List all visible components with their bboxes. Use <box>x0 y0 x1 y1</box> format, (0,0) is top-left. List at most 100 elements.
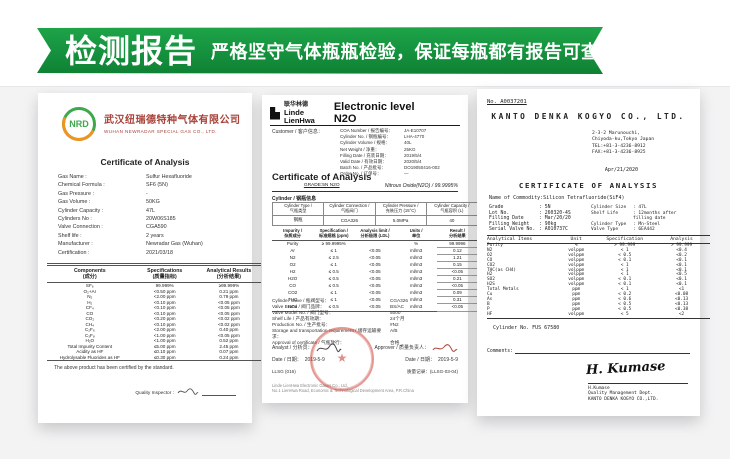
cylinder-table-body: 钢瓶 CGA326 5.0MPa 40 <box>271 214 479 226</box>
field-text: JA-E10707 <box>404 128 427 133</box>
column-header: Cylinder Capacity / 气瓶容积 (L) <box>425 202 479 216</box>
table-cell: < 0.6 <box>618 296 632 302</box>
field-text: Order No. / 订单号： <box>340 171 382 177</box>
field-text: Gas Volume : <box>58 199 91 206</box>
table-cell: <0.4 <box>676 247 687 253</box>
brand-name-cn: 联华林德 <box>284 101 309 108</box>
field-text: Grade <box>489 205 504 210</box>
signature-block: H.Kumase Quality Management Dept. KANTO … <box>588 383 688 402</box>
table-row: CF₄ <0.10 ppm <0.05 ppm <box>47 305 261 311</box>
table-cell: ppm <box>572 306 581 312</box>
table-row: Ar ≤ 1 <0.05 ml/m3 0.12 <box>272 247 478 255</box>
table-cell: ≤ 0.5 <box>328 283 339 289</box>
field-text: Sulfur Hexafluoride <box>146 174 192 180</box>
approver-date: 2019-5-9 <box>437 357 458 363</box>
table-row: CO2 ≤ 1 <0.05 ml/m3 0.09 <box>272 289 478 298</box>
field-text: 2019/5/4 <box>404 152 422 158</box>
field-text: Cylinder Size <box>591 205 627 210</box>
company-name-en: WUHAN NEWRADAR SPECIAL GAS CO., LTD. <box>104 129 217 134</box>
table-cell: H2 <box>289 268 296 274</box>
field-text: 5000 <box>390 310 401 315</box>
field-text: Newradar Gas (Wuhan) <box>146 241 203 248</box>
table-cell: < 0.1 <box>618 277 632 283</box>
address-footer: Linde LienHwa Electronic Gases Co., Ltd.… <box>272 383 458 393</box>
analyst-label: Analyst / 分析员： <box>272 345 313 351</box>
table-cell: ppm <box>572 292 581 298</box>
field-text: Valid Date / 有效日期： <box>340 159 387 165</box>
field-row: Batch No. / 产品批号： DO19050416-002 <box>340 165 460 171</box>
field-text: 50KG <box>146 199 160 206</box>
table-cell: % <box>574 243 578 248</box>
field-text: : Mn-Steel <box>633 221 661 227</box>
table-cell: ≤0.10 ppm <box>153 349 176 354</box>
product-line: Nitrous Oxide(N2O) / 99.9995% <box>384 182 458 189</box>
coa-title-block: Certificate of Analysis GRADE:5N N2O <box>272 173 371 189</box>
table-cell: <0.1 <box>676 267 687 273</box>
field-text: Gas Name : <box>58 174 87 180</box>
table-cell: <0.05 ppm <box>217 310 240 316</box>
table-cell: <2 <box>678 311 685 317</box>
table-cell: < 1 <box>620 262 629 268</box>
handwritten-signature: H. Kumase <box>586 358 667 379</box>
signer-name: H.Kumase <box>588 385 610 391</box>
table-cell: < 1 <box>620 287 629 293</box>
table-cell: Total Impurity Content <box>67 343 113 349</box>
field-text: : 90kg <box>539 221 557 227</box>
table-cell: <0.05 <box>369 254 381 260</box>
table-row: C₂F₆ <2.00 ppm 0.40 ppm <box>47 327 261 333</box>
field-row: Filling Date / 充装日期： 2019/5/4 <box>340 153 460 159</box>
approver-label: Approver / 质量负责人： <box>374 345 429 351</box>
table-cell: <0.05 <box>369 304 381 310</box>
table-cell: Hydrolysable Fluorides as HF <box>59 354 120 360</box>
linde-brand-block: 联华林德 Linde LienHwa <box>284 102 334 125</box>
field-text: Cylinders No : <box>58 216 92 223</box>
field-row: Filling Date: Mar/20/20 <box>489 216 589 222</box>
certificate-newradar: NRD 武汉纽瑞德特种气体有限公司 WUHAN NEWRADAR SPECIAL… <box>38 93 261 423</box>
field-text: DO19050416-002 <box>404 165 440 171</box>
coa-title-row: Certificate of Analysis GRADE:5N N2O Nit… <box>272 173 458 192</box>
table-cell: O2 <box>487 252 493 258</box>
field-text: 2 years <box>146 232 164 239</box>
table-cell: <0.1 <box>676 282 687 288</box>
info-section: Customer / 客户信息： COA Number / 报告编号： JA-E1… <box>272 128 460 178</box>
field-row: Cylinder No. / 钢瓶编号： LHA-4770 <box>340 134 460 140</box>
table-row: CO ≤ 0.5 <0.05 ml/m3 <0.05 <box>272 282 478 291</box>
table-cell: THC <box>287 297 298 303</box>
table-cell: volppm <box>568 282 585 288</box>
column-header: Specification <box>596 235 654 244</box>
field-row: Cylinder Capacity : 47L <box>58 207 240 215</box>
table-row: Hydrolysable Fluorides as HF ≤0.30 ppm 0.2… <box>47 355 261 361</box>
signer-dept: Quality Management Dept. <box>588 391 654 397</box>
field-row: Chemical Formula : SF6 (5N) <box>58 181 240 189</box>
table-row: THC ≤ 1 <0.05 ml/m3 0.31 <box>272 296 478 305</box>
table-cell: < 0.5 <box>618 252 632 258</box>
table-cell: 5.0MPa <box>374 214 427 226</box>
field-text: Filling Weight <box>489 221 530 227</box>
table-cell: <0.38 <box>674 306 689 312</box>
table-cell: <0.10 ppm <box>153 299 176 305</box>
table-cell: volppm <box>568 247 585 253</box>
field-row: Valve Type: 6EA442 <box>591 227 696 233</box>
table-cell: <0.05 <box>369 290 381 296</box>
table-cell: Ar <box>290 247 295 253</box>
field-text: SF6 (5N) <box>146 182 168 189</box>
table-cell: THC(as CH4) <box>487 267 517 273</box>
table-cell: <0.05 <box>369 297 381 303</box>
table-cell: <2.00 ppm <box>153 294 176 299</box>
table-cell: As <box>487 296 493 302</box>
field-text: : 47L <box>633 205 647 210</box>
table-row: THC(as CH4) volppm < 1 <0.1 <box>487 267 710 274</box>
table-cell: <1.00 ppm <box>153 338 176 343</box>
table-row: H2 volppm < 1 <0.5 <box>487 273 710 278</box>
table-cell: ml/m3 <box>410 283 423 289</box>
table-cell: <0.05 <box>436 268 478 277</box>
field-text: : Mar/20/20 <box>539 216 571 222</box>
commodity-line: Name of Commodity:Silicon Tetrafluoride(… <box>489 195 625 201</box>
table-row: Total Metals ppm < 1 <1 <box>487 287 710 293</box>
column-header: Analytical Items <box>487 235 557 244</box>
table-row: Cu ppm < 0.2 <0.08 <box>487 292 710 298</box>
table-cell: ≥99.999% <box>218 283 240 288</box>
field-row: Cylinder Volume / 规格： 40L <box>340 140 460 146</box>
table-cell: <0.05 <box>369 261 381 267</box>
